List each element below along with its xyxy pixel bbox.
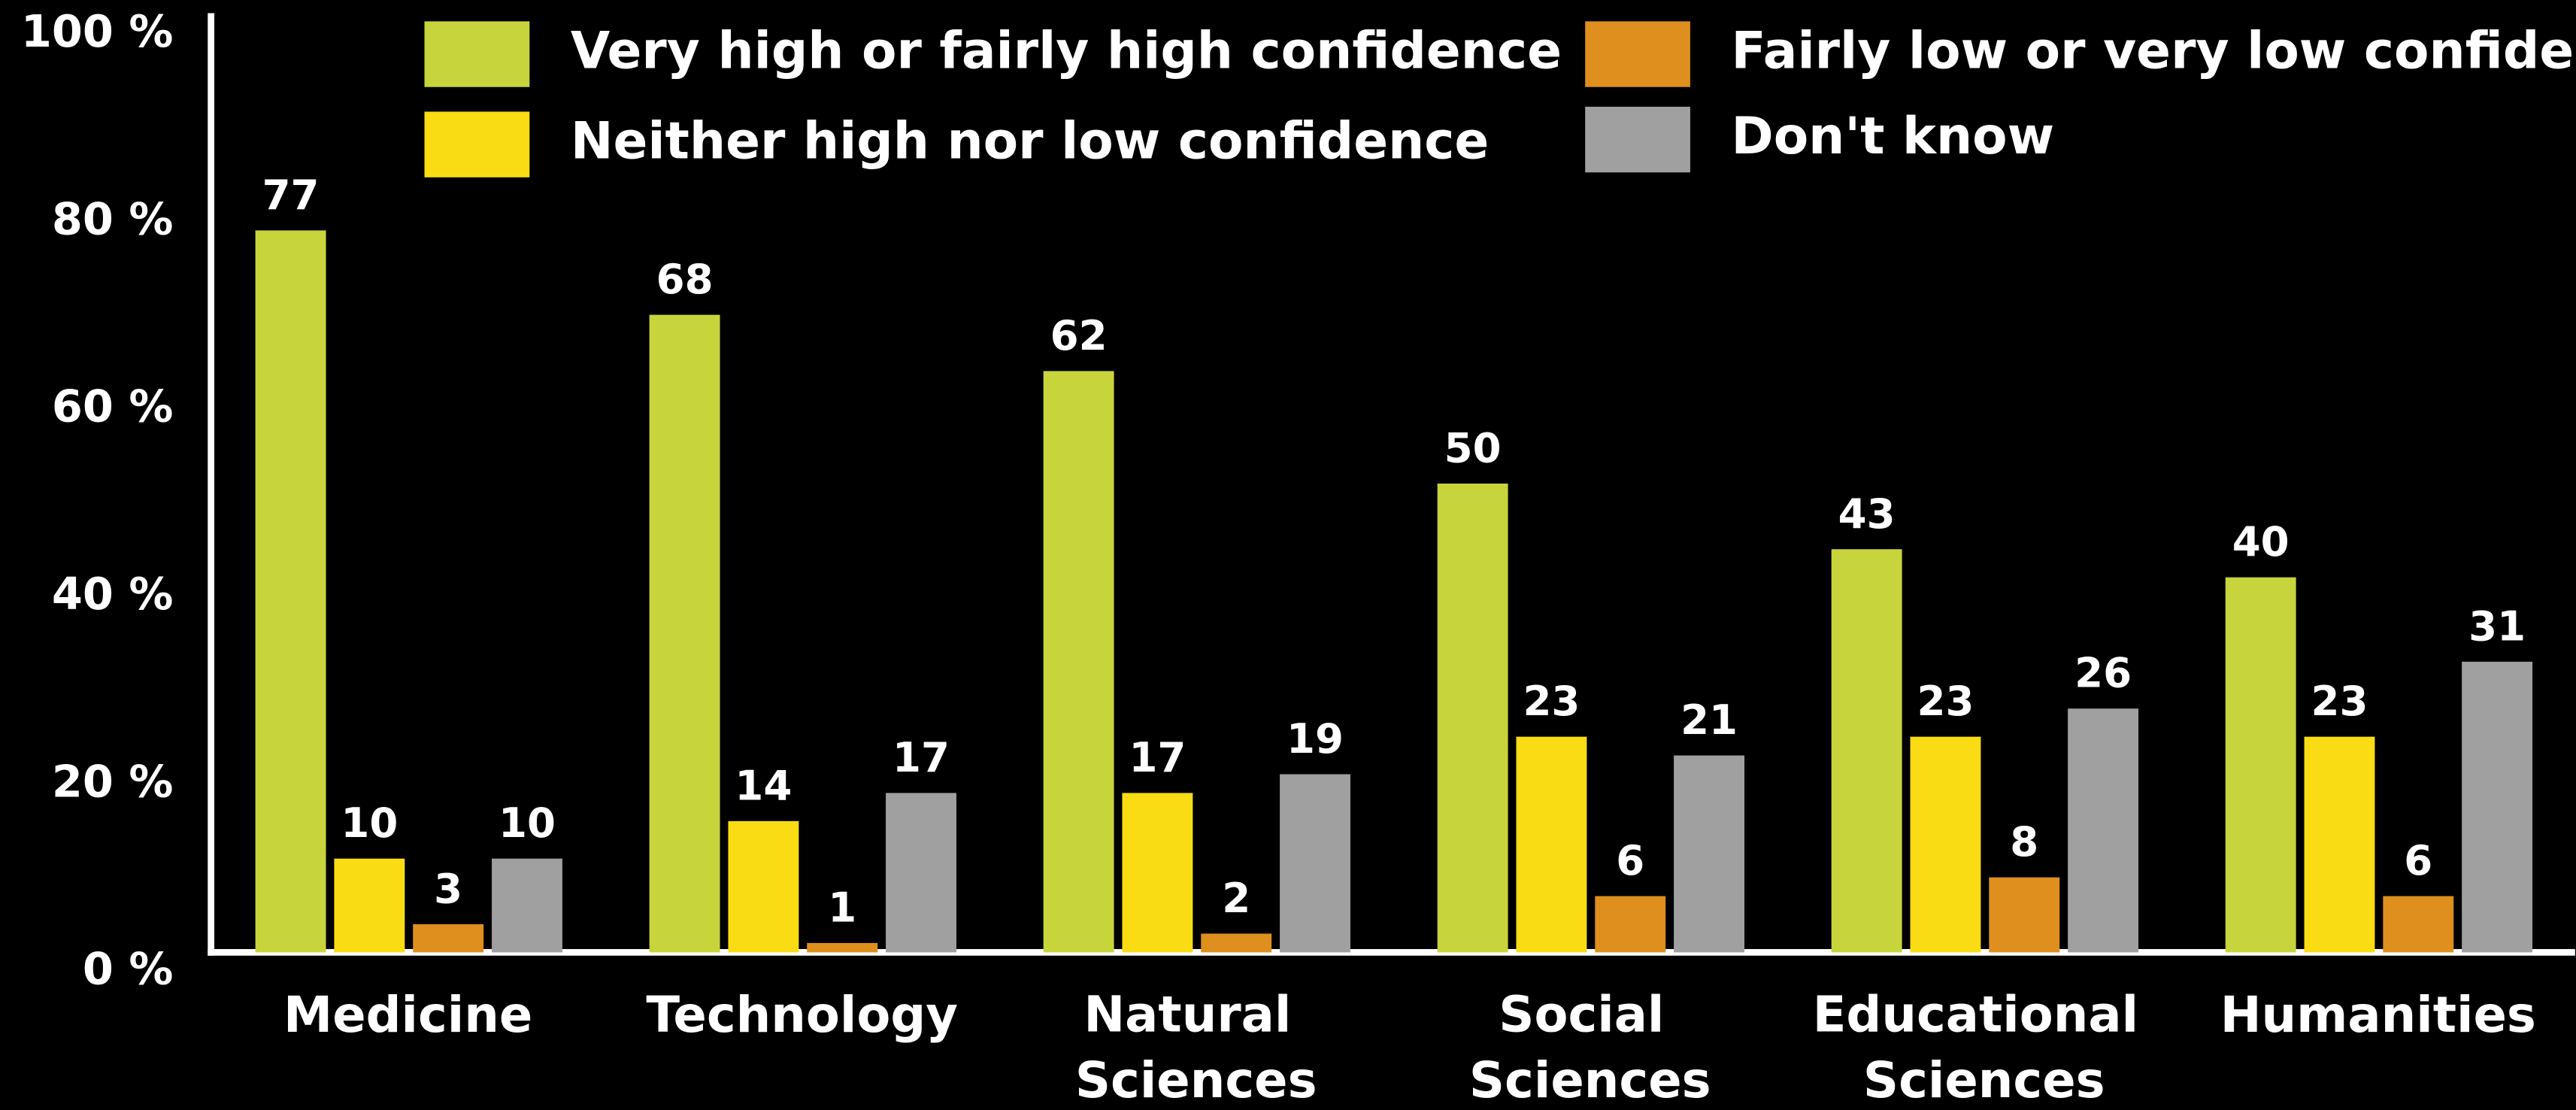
bar (886, 793, 956, 953)
bar (2304, 736, 2375, 953)
bar (1043, 371, 1114, 953)
legend-label: Neither high nor low confidence (571, 111, 1489, 171)
value-label: 43 (1838, 490, 1896, 538)
bar (728, 820, 799, 953)
bar (1595, 896, 1666, 953)
bar (2462, 661, 2533, 953)
bar (1122, 793, 1193, 953)
x-tick-label: Medicine (283, 987, 532, 1044)
bar (1910, 736, 1981, 953)
value-label: 6 (1616, 836, 1644, 884)
legend-label: Fairly low or very low confidence (1732, 21, 2576, 80)
bar (1437, 484, 1508, 953)
value-label: 8 (2010, 817, 2038, 866)
value-label: 1 (828, 883, 856, 931)
bar (1201, 933, 1272, 953)
value-label: 62 (1050, 311, 1108, 359)
value-label: 68 (656, 255, 714, 303)
x-tick-label: Technology (646, 987, 958, 1044)
x-tick-label: Educational Sciences (1813, 987, 2156, 1109)
legend-swatch (1585, 106, 1690, 173)
value-label: 50 (1444, 423, 1502, 472)
bar (1989, 877, 2060, 953)
bar (1516, 736, 1587, 953)
value-label: 2 (1222, 874, 1250, 922)
value-label: 21 (1680, 696, 1738, 744)
legend-label: Don't know (1732, 106, 2055, 165)
legend-label: Very high or fairly high confidence (571, 21, 1562, 80)
bar (255, 230, 326, 953)
value-label: 23 (1917, 677, 1974, 725)
legend-swatch (1585, 21, 1690, 87)
bar (413, 923, 484, 953)
bar (807, 942, 878, 953)
x-tick-label: Humanities (2220, 987, 2536, 1044)
y-tick-label: 80 % (52, 193, 174, 244)
y-tick-label: 40 % (52, 568, 174, 620)
bar (1674, 755, 1744, 953)
legend-swatch (424, 21, 530, 87)
value-label: 23 (2311, 677, 2368, 725)
bar (334, 858, 405, 953)
value-label: 17 (1129, 733, 1186, 781)
bar (2068, 708, 2139, 953)
value-label: 3 (434, 864, 462, 912)
value-label: 10 (341, 799, 398, 847)
y-tick-label: 100 % (21, 5, 174, 57)
y-tick-label: 20 % (52, 755, 174, 807)
value-label: 14 (735, 761, 792, 809)
bar (2383, 896, 2454, 953)
value-label: 77 (262, 171, 320, 219)
y-tick-label: 60 % (52, 381, 174, 432)
legend-swatch (424, 111, 530, 177)
value-label: 17 (893, 733, 950, 781)
bar (1831, 549, 1902, 953)
value-label: 10 (499, 799, 556, 847)
bar (649, 314, 720, 953)
value-label: 31 (2468, 602, 2526, 650)
value-label: 6 (2404, 836, 2432, 884)
x-tick-label: Natural Sciences (1075, 987, 1317, 1109)
bar (492, 858, 562, 953)
value-label: 40 (2232, 517, 2290, 566)
value-label: 19 (1286, 714, 1344, 763)
y-tick-label: 0 % (83, 943, 174, 995)
value-label: 26 (2074, 649, 2132, 697)
bar (1280, 774, 1350, 953)
x-tick-label: Social Sciences (1469, 987, 1711, 1109)
value-label: 23 (1523, 677, 1580, 725)
bar (2225, 577, 2296, 953)
